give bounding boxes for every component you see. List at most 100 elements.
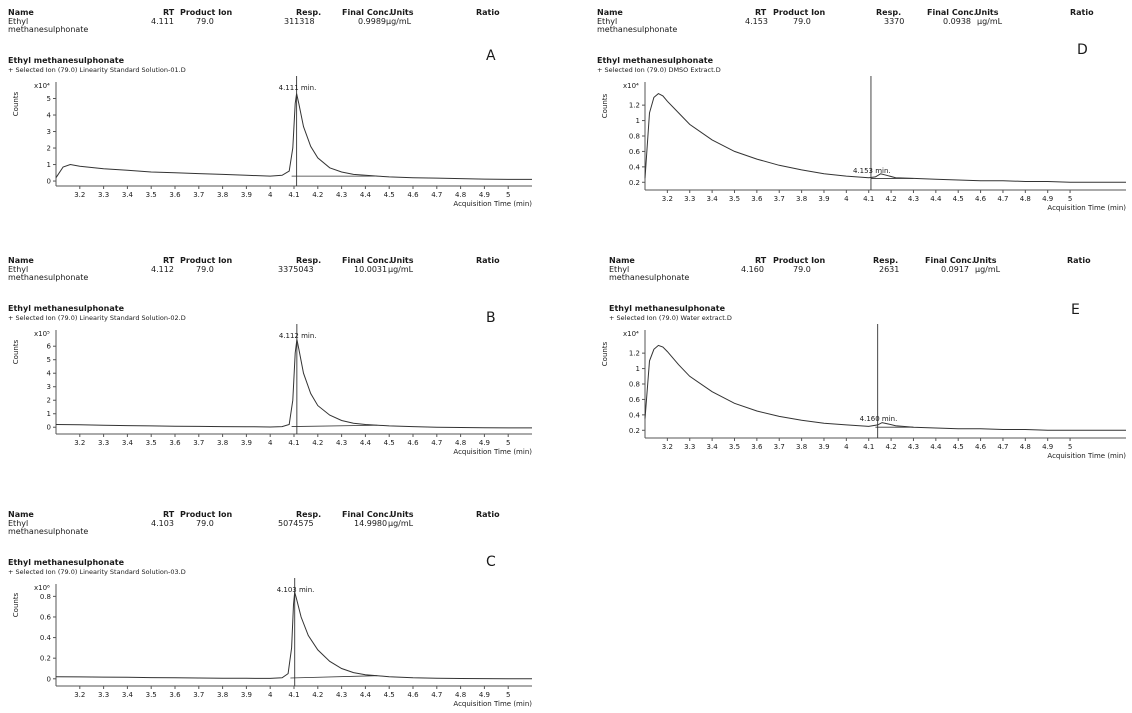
chromatogram-subtitle: + Selected Ion (79.0) DMSO Extract.D [597, 66, 721, 74]
result-header: Name RT Product Ion Resp. Final Conc. Un… [8, 4, 538, 34]
x-tick-label: 4.5 [953, 443, 964, 451]
x-tick-label: 4.3 [908, 443, 919, 451]
x-tick-label: 4.4 [930, 443, 942, 451]
x-tick-label: 4.6 [407, 439, 419, 447]
product-ion-value: 79.0 [196, 265, 214, 274]
rt-value: 4.103 [151, 519, 174, 528]
chromatogram-trace [55, 93, 532, 180]
x-tick-label: 4.9 [479, 439, 490, 447]
y-exponent-label: x10⁶ [34, 584, 50, 592]
y-tick-label: 0.2 [40, 655, 51, 663]
x-tick-label: 3.8 [796, 195, 807, 203]
final-conc-value: 0.9989 [358, 17, 386, 26]
x-tick-label: 4.8 [455, 439, 466, 447]
x-tick-label: 3.4 [122, 691, 134, 699]
y-tick-label: 3 [47, 128, 51, 136]
y-tick-label: 0.4 [40, 634, 52, 642]
y-axis-title: Counts [12, 592, 20, 617]
x-tick-label: 3.6 [169, 439, 181, 447]
header-units: Units [390, 510, 414, 519]
x-tick-label: 3.9 [818, 443, 829, 451]
header-name: Name [8, 8, 34, 17]
header-final-conc: Final Conc. [342, 510, 392, 519]
product-ion-value: 79.0 [196, 519, 214, 528]
y-tick-label: 0 [47, 178, 51, 186]
header-ratio: Ratio [476, 256, 500, 265]
x-tick-label: 4.7 [997, 195, 1008, 203]
x-tick-label: 3.4 [122, 439, 134, 447]
chromatogram-trace [55, 592, 532, 680]
header-resp: Resp. [296, 256, 322, 265]
header-resp: Resp. [876, 8, 902, 17]
y-tick-label: 0.6 [40, 613, 52, 621]
y-tick-label: 2 [47, 145, 51, 153]
y-tick-label: 4 [47, 112, 52, 120]
x-tick-label: 3.6 [169, 691, 181, 699]
x-tick-label: 3.5 [146, 191, 157, 199]
x-tick-label: 5 [506, 191, 510, 199]
compound-name-line2: methanesulphonate [8, 273, 89, 282]
y-tick-label: 6 [47, 343, 52, 351]
y-tick-label: 0.8 [629, 381, 640, 389]
units-value: µg/mL [386, 17, 412, 26]
x-tick-label: 5 [1068, 195, 1072, 203]
x-tick-label: 4.5 [384, 191, 395, 199]
y-tick-label: 4 [47, 370, 52, 378]
x-tick-label: 4.6 [407, 191, 419, 199]
chromatogram-trace [644, 344, 1126, 431]
chromatogram-subtitle: + Selected Ion (79.0) Linearity Standard… [8, 568, 186, 576]
resp-value: 3370 [884, 17, 905, 26]
y-tick-label: 0.8 [40, 593, 51, 601]
x-tick-label: 4.5 [953, 195, 964, 203]
rt-value: 4.160 [741, 265, 764, 274]
y-axis-title: Counts [12, 339, 20, 364]
product-ion-value: 79.0 [196, 17, 214, 26]
header-units: Units [973, 256, 997, 265]
chromatogram-subtitle: + Selected Ion (79.0) Linearity Standard… [8, 314, 186, 322]
product-ion-value: 79.0 [793, 17, 811, 26]
header-units: Units [390, 256, 414, 265]
peak-label: 4.160 min. [860, 415, 898, 423]
x-tick-label: 4.9 [479, 691, 490, 699]
resp-value: 3375043 [278, 265, 314, 274]
x-tick-label: 3.2 [662, 443, 673, 451]
x-tick-label: 3.7 [193, 691, 204, 699]
panel-letter: D [1077, 42, 1088, 58]
header-rt: RT [755, 256, 767, 265]
x-tick-label: 4.7 [431, 191, 442, 199]
units-value: µg/mL [975, 265, 1001, 274]
x-tick-label: 4.6 [975, 443, 987, 451]
units-value: µg/mL [388, 265, 414, 274]
rt-value: 4.112 [151, 265, 174, 274]
x-tick-label: 4.5 [384, 691, 395, 699]
header-name: Name [8, 256, 34, 265]
compound-name-line2: methanesulphonate [8, 25, 89, 34]
x-tick-label: 4.3 [336, 191, 347, 199]
peak-label: 4.103 min. [277, 586, 315, 594]
header-rt: RT [163, 256, 175, 265]
x-tick-label: 4.7 [997, 443, 1008, 451]
x-tick-label: 4.1 [288, 691, 299, 699]
x-tick-label: 3.3 [684, 443, 695, 451]
y-axis-title: Counts [601, 341, 609, 366]
y-tick-label: 2 [47, 397, 51, 405]
chromatogram-trace [55, 339, 532, 429]
final-conc-value: 10.0031 [354, 265, 388, 274]
chart-b: Counts x10⁵ 0 1 2 3 4 5 6 3.2 3.3 3.4 3.5 3.6 3.7 3.8 3.… [12, 324, 532, 456]
x-axis-title: Acquisition Time (min) [453, 448, 532, 456]
x-tick-label: 4.4 [360, 191, 372, 199]
chart-d: Counts x10⁴ 0.2 0.4 0.6 0.8 1 1.2 3.2 3.3 3.4 3.5 3.… [601, 76, 1126, 212]
y-tick-label: 0 [47, 424, 51, 432]
y-tick-label: 0.2 [629, 427, 640, 435]
x-tick-label: 3.6 [751, 195, 763, 203]
chromatogram-title: Ethyl methanesulphonate [609, 304, 725, 313]
y-exponent-label: x10⁴ [623, 330, 639, 338]
y-tick-label: 0.4 [629, 163, 641, 171]
final-conc-value: 14.9980 [354, 519, 388, 528]
x-tick-label: 4.6 [407, 691, 419, 699]
x-tick-label: 4.9 [1042, 443, 1053, 451]
chromatogram-title: Ethyl methanesulphonate [8, 304, 124, 313]
header-final-conc: Final Conc. [927, 8, 977, 17]
peak-label: 4.153 min. [853, 167, 891, 175]
x-tick-label: 4.9 [1042, 195, 1053, 203]
